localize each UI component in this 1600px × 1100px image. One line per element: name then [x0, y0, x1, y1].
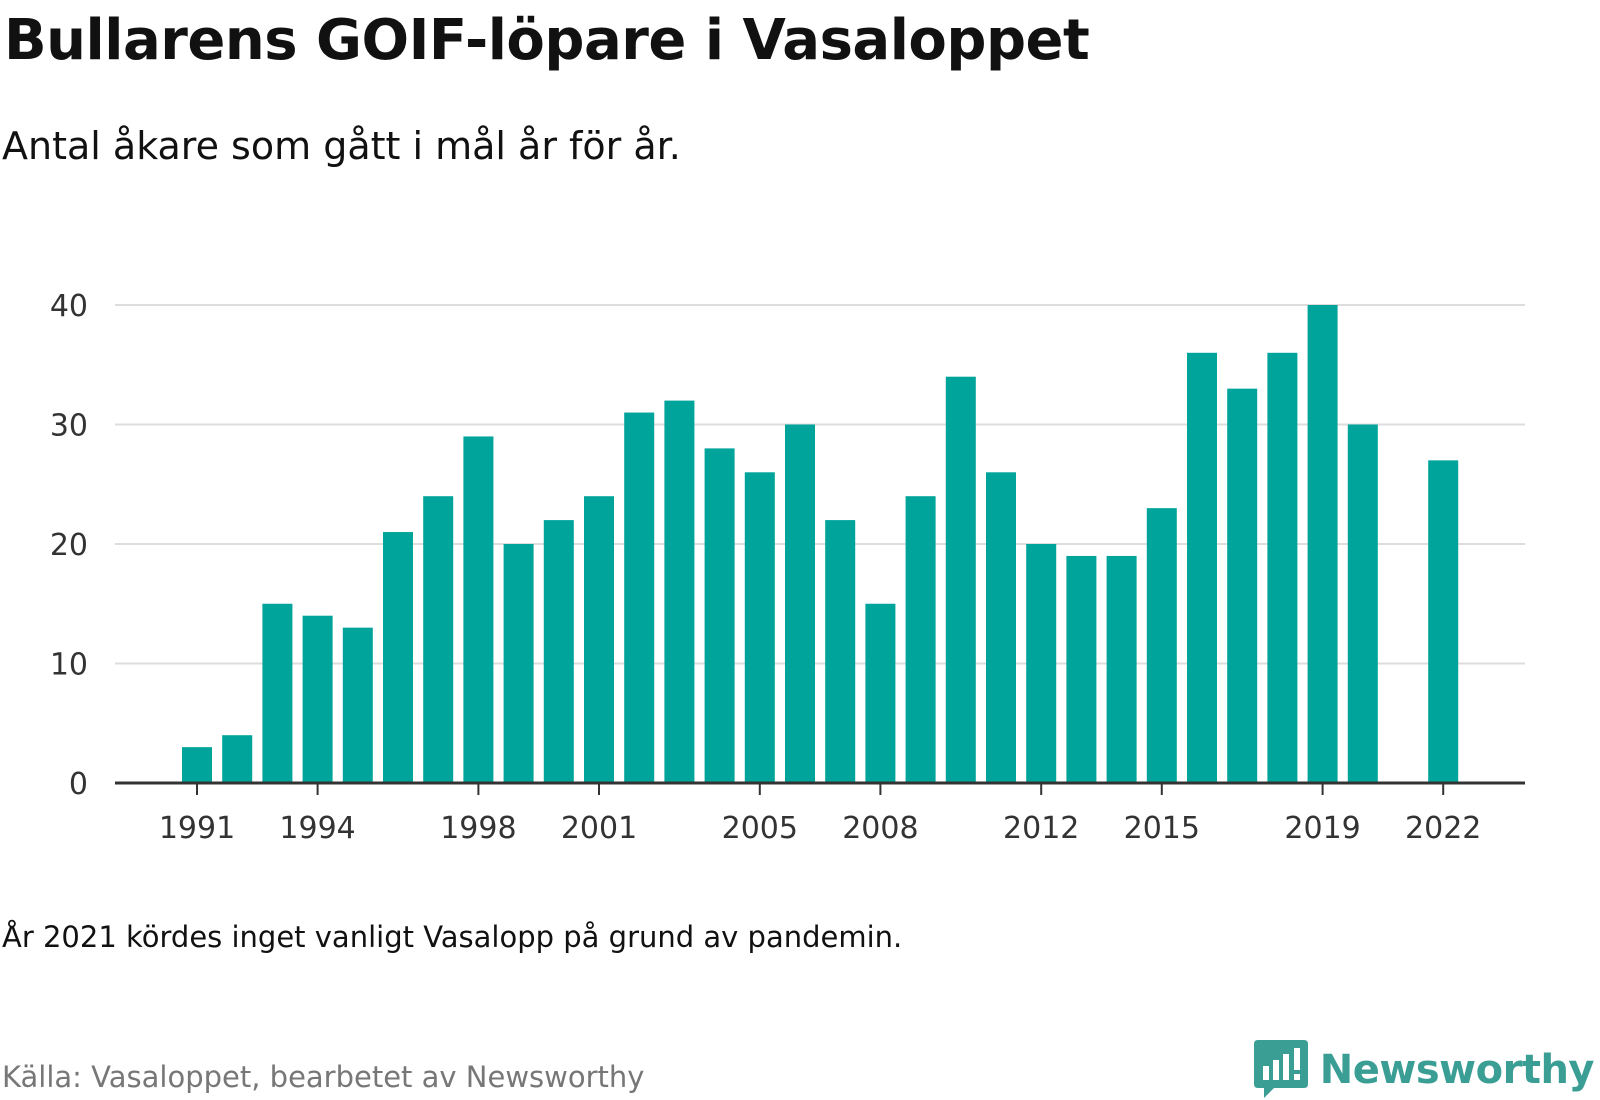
bar-2004	[704, 448, 735, 783]
y-tick-label: 20	[50, 528, 88, 563]
bars	[182, 305, 1459, 783]
bar-1991	[182, 747, 212, 783]
bar-2020	[1347, 424, 1378, 783]
y-tick-label: 30	[50, 409, 88, 444]
bar-2010	[945, 376, 976, 783]
brand-logo: Newsworthy	[1253, 1040, 1595, 1100]
x-tick-label: 2022	[1405, 811, 1481, 846]
source-credit: Källa: Vasaloppet, bearbetet av Newswort…	[2, 1060, 645, 1094]
bar-2014	[1106, 555, 1137, 783]
x-tick-label: 1994	[279, 811, 355, 846]
bar-1993	[262, 603, 293, 783]
x-tick-label: 2012	[1003, 811, 1079, 846]
x-tick-label: 2001	[561, 811, 637, 846]
y-tick-label: 0	[69, 767, 88, 802]
bar-1992	[222, 735, 253, 783]
bar-2002	[624, 412, 655, 783]
bar-2003	[664, 400, 695, 783]
bar-2009	[905, 496, 936, 783]
y-tick-label: 40	[50, 289, 88, 324]
bar-1996	[383, 532, 413, 783]
axes: 0 10 20 30 40 1991 1994 1998 2001 2005 2008 2012 201…	[50, 289, 1525, 846]
bar-2022	[1428, 460, 1459, 783]
bar-2011	[986, 472, 1016, 783]
x-tick-label: 1998	[440, 811, 516, 846]
bar-2000	[543, 520, 574, 783]
bar-1994	[302, 615, 333, 783]
bar-2018	[1267, 352, 1298, 783]
brand-name: Newsworthy	[1319, 1047, 1595, 1093]
x-tick-label: 2015	[1124, 811, 1200, 846]
bar-2016	[1187, 352, 1217, 783]
y-tick-label: 10	[50, 648, 88, 683]
bar-2007	[825, 520, 856, 783]
chart-note: År 2021 kördes inget vanligt Vasalopp på…	[2, 920, 903, 954]
bar-2008	[865, 603, 896, 783]
chart-title: Bullarens GOIF-löpare i Vasaloppet	[4, 8, 1090, 73]
x-tick-label: 2008	[842, 811, 918, 846]
bar-1995	[342, 627, 373, 783]
x-tick-label: 2005	[722, 811, 798, 846]
bar-2013	[1066, 555, 1097, 783]
bar-2015	[1146, 508, 1177, 783]
bar-1999	[503, 544, 534, 783]
newsworthy-logo-icon	[1253, 1040, 1308, 1098]
x-tick-label: 1991	[159, 811, 235, 846]
bar-1997	[423, 496, 454, 783]
bar-2019	[1307, 305, 1338, 783]
bar-chart: 0 10 20 30 40 1991 1994 1998 2001 2005 2008 2012 201…	[50, 289, 1525, 846]
chart-subtitle: Antal åkare som gått i mål år för år.	[2, 124, 681, 168]
bar-1998	[463, 436, 494, 783]
bar-2001	[584, 496, 614, 783]
bar-2017	[1227, 388, 1258, 783]
bar-2012	[1026, 544, 1057, 783]
x-tick-label: 2019	[1284, 811, 1360, 846]
bar-2006	[785, 424, 815, 783]
bar-2005	[744, 472, 775, 783]
